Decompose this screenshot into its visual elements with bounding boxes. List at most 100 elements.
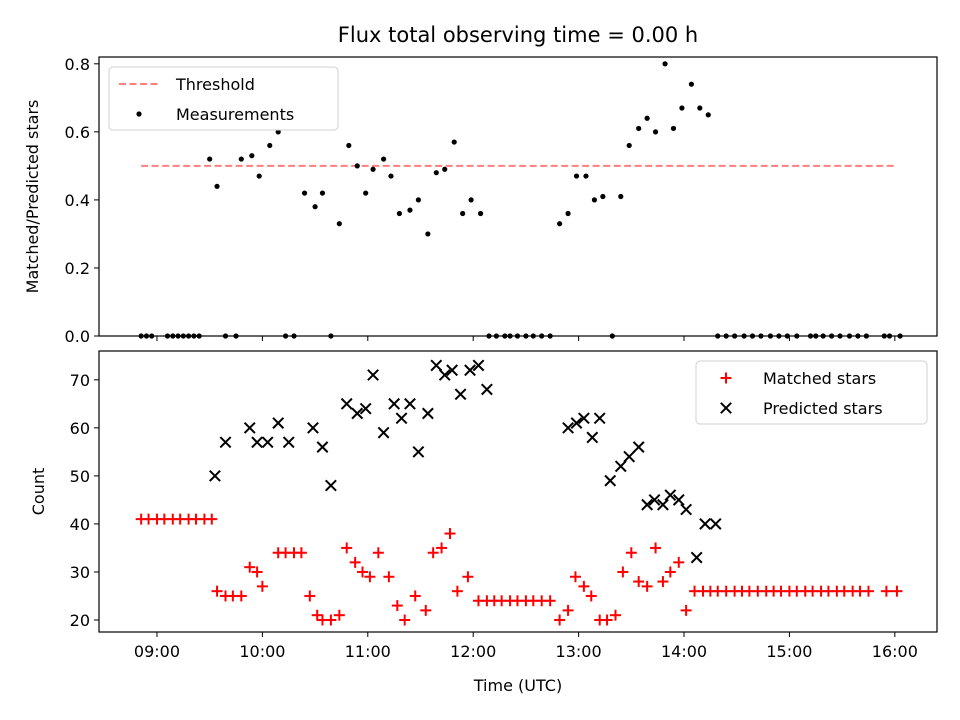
- matched-marker: [372, 547, 384, 559]
- measurement-point: [644, 115, 650, 121]
- x-tick-label: 16:00: [872, 642, 918, 661]
- matched-marker: [357, 566, 369, 578]
- predicted-marker-b: [251, 436, 264, 449]
- measurement-point: [451, 139, 457, 145]
- predicted-marker: [412, 445, 425, 458]
- predicted-marker: [219, 436, 232, 449]
- predicted-marker-b: [261, 436, 274, 449]
- predicted-marker-b: [209, 469, 221, 482]
- predicted-marker-b: [632, 441, 645, 453]
- predicted-marker-b: [604, 474, 617, 487]
- predicted-marker: [243, 421, 256, 434]
- measurement-point: [636, 125, 642, 132]
- predicted-marker-b: [272, 417, 285, 429]
- measurement-point: [312, 204, 318, 210]
- measurement-point: [670, 125, 677, 132]
- measurement-point: [319, 190, 326, 196]
- predicted-marker-b: [593, 412, 606, 425]
- predicted-marker: [359, 402, 372, 415]
- predicted-marker-b: [699, 518, 712, 530]
- matched-marker: [244, 561, 256, 573]
- x-tick-label: 11:00: [345, 642, 391, 661]
- measurement-point: [600, 193, 606, 200]
- predicted-marker: [272, 417, 285, 429]
- y-axis-label: Count: [29, 468, 48, 516]
- matched-marker: [235, 590, 247, 602]
- measurement-point: [354, 163, 360, 169]
- predicted-marker-b: [395, 412, 408, 425]
- predicted-marker-b: [316, 441, 329, 453]
- matched-marker: [206, 513, 218, 525]
- measurement-point: [477, 210, 484, 217]
- predicted-marker-b: [377, 426, 390, 439]
- matched-marker: [341, 542, 353, 554]
- matched-marker: [211, 585, 223, 597]
- predicted-marker-b: [351, 407, 364, 420]
- predicted-marker: [690, 551, 703, 564]
- predicted-marker-b: [672, 493, 685, 506]
- predicted-marker: [614, 460, 627, 473]
- predicted-marker: [480, 383, 493, 396]
- predicted-marker: [307, 421, 319, 434]
- predicted-marker: [472, 359, 485, 372]
- y-tick-label: 70: [70, 371, 90, 390]
- matched-marker: [657, 576, 669, 588]
- y-tick-label: 0.0: [65, 327, 90, 346]
- predicted-marker: [282, 436, 295, 449]
- matched-marker: [578, 580, 590, 592]
- measurement-point: [396, 210, 403, 217]
- predicted-marker: [632, 441, 645, 453]
- predicted-marker: [209, 469, 221, 482]
- legend-measurement-swatch: [136, 111, 142, 117]
- matched-marker: [399, 614, 411, 626]
- measurement-point: [275, 129, 281, 135]
- matched-marker: [544, 595, 556, 607]
- predicted-marker-b: [438, 369, 451, 381]
- measurement-point: [679, 105, 685, 111]
- measurement-point: [346, 142, 352, 149]
- measurement-point: [697, 105, 703, 111]
- matched-marker: [664, 566, 676, 578]
- matched-marker: [554, 614, 566, 626]
- predicted-marker-b: [614, 460, 627, 473]
- matched-marker: [601, 614, 613, 626]
- predicted-marker: [351, 407, 364, 420]
- y-tick-label: 40: [70, 515, 90, 534]
- matched-marker: [364, 571, 376, 583]
- predicted-marker-b: [709, 518, 722, 530]
- y-tick-label: 0.6: [65, 123, 90, 142]
- predicted-marker: [316, 441, 329, 453]
- matched-marker: [585, 590, 597, 602]
- predicted-marker-b: [680, 503, 693, 516]
- matched-marker: [436, 542, 448, 554]
- predicted-marker: [421, 407, 434, 420]
- predicted-marker-b: [404, 397, 416, 410]
- measurement-point: [249, 153, 255, 159]
- matched-marker: [625, 547, 637, 559]
- predicted-marker-b: [430, 359, 443, 372]
- predicted-marker: [577, 412, 590, 425]
- predicted-marker-b: [324, 479, 337, 492]
- matched-marker: [333, 609, 345, 621]
- predicted-marker-b: [243, 421, 256, 434]
- matched-marker: [562, 604, 574, 616]
- predicted-marker-b: [623, 450, 636, 463]
- predicted-marker-b: [657, 498, 669, 511]
- y-tick-label: 0.2: [65, 259, 90, 278]
- matched-marker: [420, 604, 432, 616]
- predicted-marker-b: [454, 388, 467, 401]
- matched-marker: [462, 571, 474, 583]
- x-tick-label: 14:00: [661, 642, 707, 661]
- measurement-point: [565, 210, 571, 217]
- measurement-point: [652, 129, 659, 135]
- legend-box: [695, 360, 928, 425]
- data-layer: [135, 359, 903, 626]
- predicted-marker: [395, 412, 408, 425]
- y-tick-label: 0.4: [65, 191, 90, 210]
- measurement-point: [591, 197, 598, 203]
- predicted-marker-b: [282, 436, 295, 449]
- predicted-marker: [570, 417, 583, 429]
- measurement-point: [415, 197, 421, 203]
- predicted-marker: [367, 369, 379, 381]
- panel-ratio: 0.0 0.2 0.4 0.6 0.8 Matched/Predicted stars Th…: [23, 55, 938, 346]
